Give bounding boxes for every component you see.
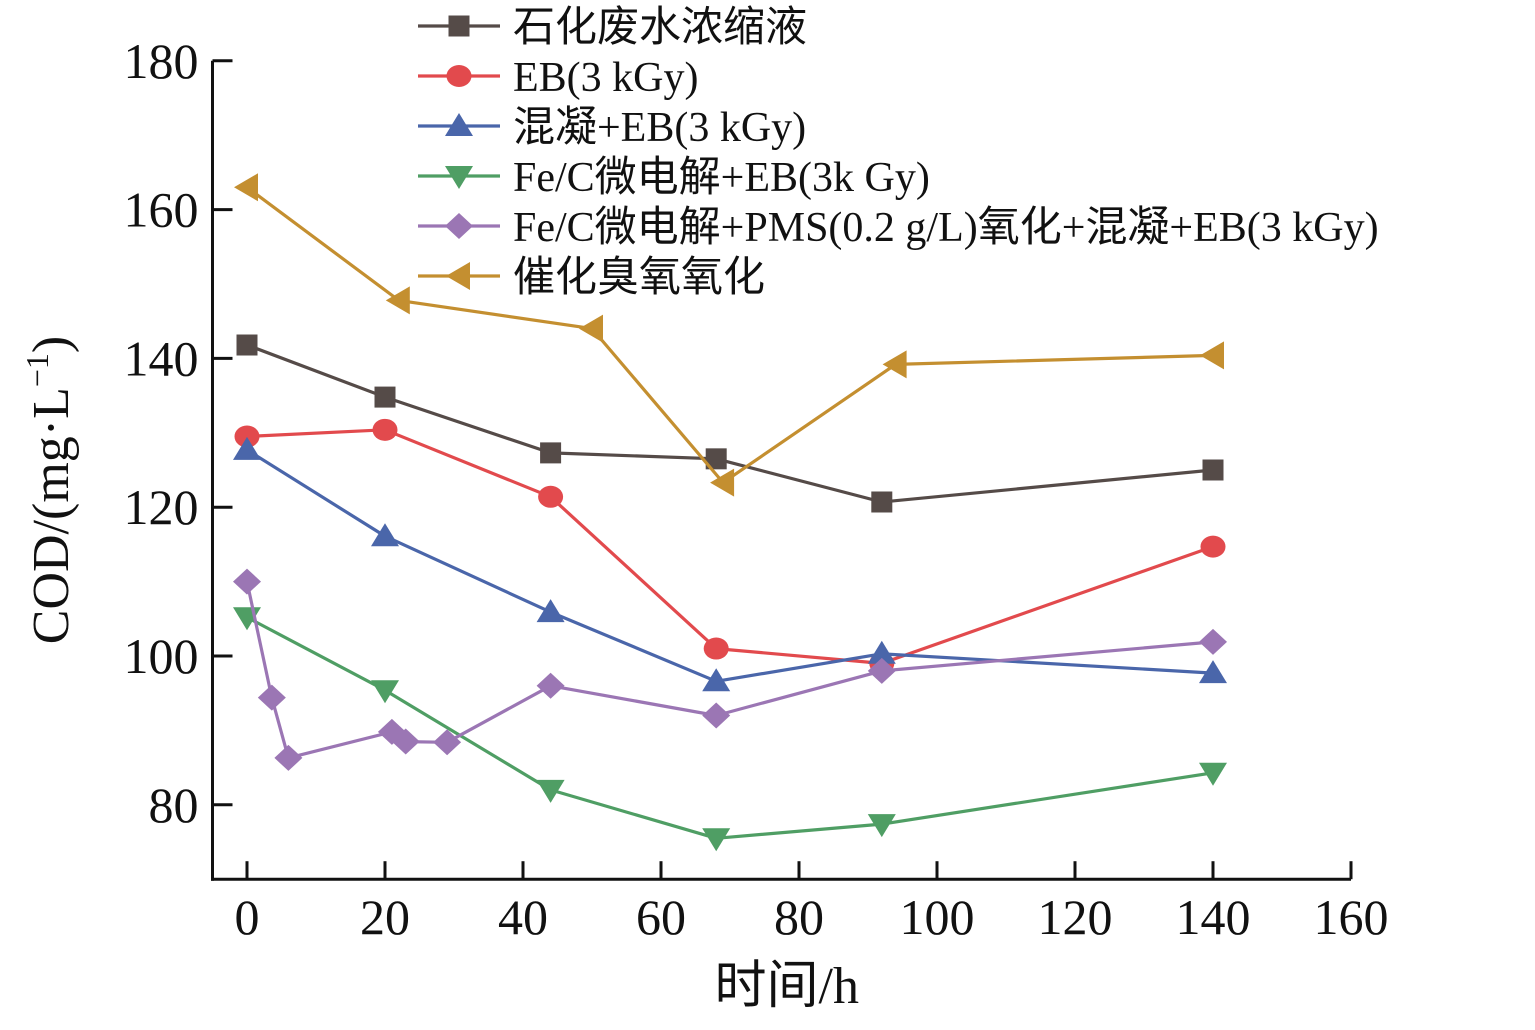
data-point: [1202, 459, 1224, 481]
x-tick-label: 160: [1314, 889, 1389, 945]
data-point: [1199, 762, 1227, 786]
data-point: [234, 173, 258, 202]
y-axis-title-close: ): [23, 336, 80, 353]
legend-item: EB(3 kGy): [418, 55, 698, 101]
series-5: [234, 173, 1224, 497]
legend-item: 石化废水浓缩液: [418, 5, 807, 51]
data-point: [579, 314, 603, 343]
data-point: [385, 286, 410, 315]
data-point: [236, 334, 258, 356]
data-point: [702, 702, 731, 729]
data-point: [371, 680, 399, 704]
x-tick-label: 20: [360, 889, 410, 945]
legend-marker-icon: [446, 65, 472, 87]
data-point: [867, 657, 896, 684]
x-tick-label: 0: [235, 889, 260, 945]
data-point: [433, 729, 462, 756]
legend-marker-icon: [445, 113, 473, 136]
x-tick-label: 60: [636, 889, 686, 945]
legend-item: 混凝+EB(3 kGy): [418, 105, 806, 151]
y-tick-label: 120: [124, 479, 199, 535]
y-axis-title-superscript: −1: [19, 353, 55, 387]
y-tick-label: 80: [149, 777, 199, 833]
legend-item: 催化臭氧氧化: [418, 255, 765, 301]
legend-marker-icon: [445, 166, 473, 189]
series-line: [246, 615, 1214, 840]
data-point: [536, 779, 565, 803]
x-tick-label: 40: [498, 889, 548, 945]
y-axis-title-main: COD/(mg·L: [23, 387, 80, 644]
data-point: [233, 568, 261, 595]
data-point: [867, 640, 896, 664]
legend-marker-icon: [445, 213, 473, 239]
legend-label: 石化废水浓缩液: [513, 5, 807, 51]
x-tick-label: 140: [1176, 889, 1251, 945]
data-point: [371, 523, 399, 547]
series-3: [233, 607, 1227, 852]
data-point: [1200, 341, 1224, 370]
data-point: [233, 436, 261, 460]
data-point: [540, 442, 562, 464]
legend-item: Fe/C微电解+PMS(0.2 g/L)氧化+混凝+EB(3 kGy): [418, 205, 1379, 251]
legend-label: 催化臭氧氧化: [513, 255, 765, 301]
series-line: [246, 428, 1214, 666]
series-line: [246, 343, 1214, 504]
data-point: [1199, 660, 1227, 684]
series-line: [246, 186, 1214, 485]
legend-label: 混凝+EB(3 kGy): [513, 105, 806, 151]
data-point: [536, 672, 565, 699]
axes: 80 100 120 140 160 180 0 20 40 60 80 100 120 140 160: [124, 33, 1389, 945]
data-point: [705, 448, 727, 470]
y-tick-label: 100: [124, 628, 199, 684]
y-tick-label: 140: [124, 330, 199, 386]
data-point: [372, 418, 398, 441]
data-point: [871, 491, 893, 513]
series-line: [245, 581, 1214, 760]
series-2: [233, 436, 1227, 692]
x-tick-label: 80: [774, 889, 824, 945]
legend-item: Fe/C微电解+EB(3k Gy): [418, 155, 930, 201]
x-ticks: 0 20 40 60 80 100 120 140 160: [235, 861, 1389, 945]
y-tick-label: 180: [124, 33, 199, 89]
data-point: [234, 425, 260, 448]
x-tick-label: 120: [1038, 889, 1113, 945]
data-point: [274, 744, 303, 771]
series-layer: [233, 173, 1227, 852]
y-ticks: 80 100 120 140 160 180: [124, 33, 233, 833]
y-tick-label: 160: [124, 182, 199, 238]
series-1: [234, 418, 1226, 675]
data-point: [391, 728, 420, 755]
data-point: [374, 386, 396, 408]
data-point: [710, 468, 735, 497]
x-tick-label: 100: [900, 889, 975, 945]
series-line: [246, 448, 1214, 683]
legend-marker-icon: [446, 262, 470, 290]
data-point: [538, 485, 564, 508]
x-axis-title: 时间/h: [715, 958, 859, 1015]
series-4: [233, 568, 1227, 771]
legend-label: Fe/C微电解+PMS(0.2 g/L)氧化+混凝+EB(3 kGy): [513, 205, 1379, 251]
series-0: [236, 334, 1224, 513]
data-point: [1200, 535, 1226, 558]
data-point: [882, 350, 907, 379]
data-point: [703, 637, 729, 660]
legend-label: EB(3 kGy): [513, 55, 698, 101]
data-point: [1199, 628, 1227, 655]
data-point: [867, 814, 896, 838]
legend-marker-icon: [448, 15, 470, 37]
data-point: [702, 828, 731, 852]
y-axis-title: COD/(mg·L−1): [19, 336, 80, 644]
data-point: [536, 599, 565, 623]
data-point: [257, 684, 286, 711]
legend-label: Fe/C微电解+EB(3k Gy): [513, 155, 930, 201]
data-point: [702, 668, 731, 692]
